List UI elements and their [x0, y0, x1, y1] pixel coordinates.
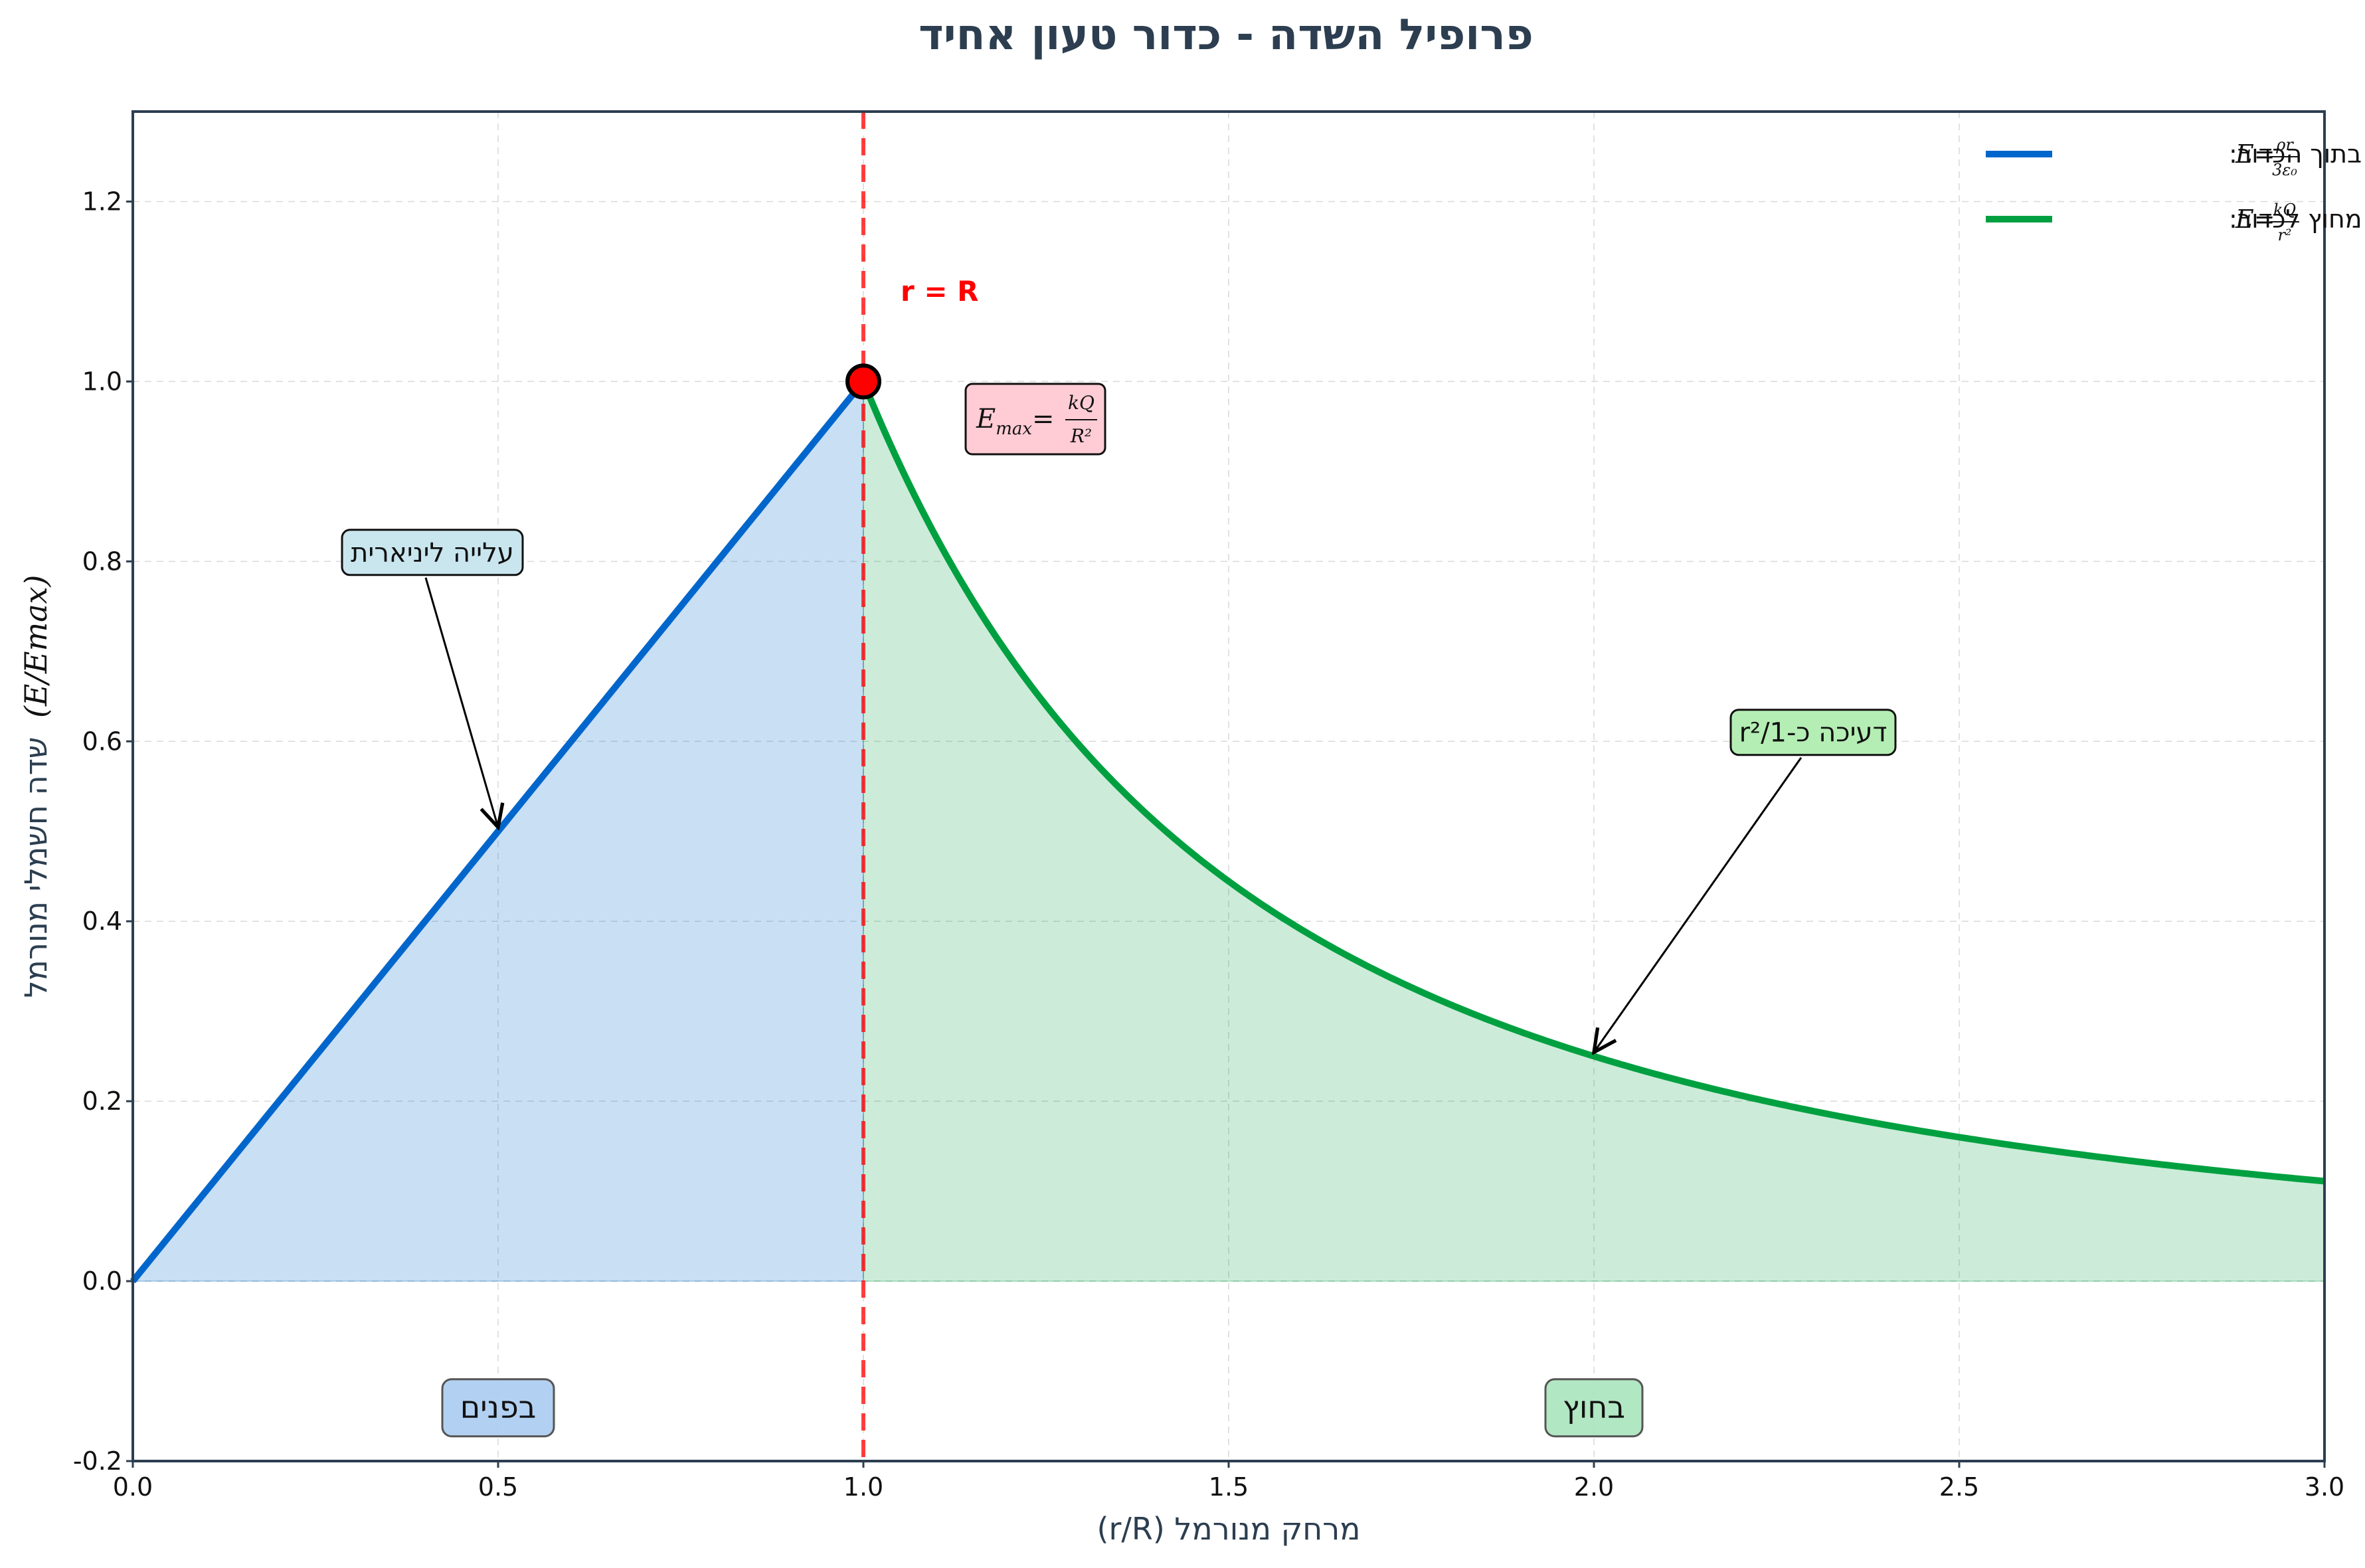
math-part: =	[1032, 404, 1055, 434]
annotation-box	[1729, 709, 1897, 756]
math-part: max	[996, 419, 1032, 439]
y-tick-label: -0.2	[73, 1446, 122, 1476]
chart-title: פרופיל השדה - כדור טעון אחיד	[919, 11, 1533, 60]
series-line-inside	[130, 379, 866, 1284]
legend-frac-num: ρr	[2275, 135, 2294, 154]
legend-frac-den: 3ε₀	[2272, 161, 2297, 179]
math-part: E	[976, 404, 996, 434]
x-tick-label: 2.5	[1939, 1472, 1979, 1502]
annotations: Emax= kQ R² עלייה ליניארית דעיכה כ-1/r² בפנים…	[341, 383, 1897, 1438]
x-tick-label: 2.0	[1574, 1472, 1614, 1502]
x-axis-ticks: 0.0 0.5 1.0 1.5 2.0 2.5 3.0	[113, 1461, 2344, 1502]
y-tick-label: 0.8	[82, 547, 122, 576]
y-axis-ticks: -0.2 0.0 0.2 0.4 0.6 0.8 1.0 1.2	[73, 187, 133, 1476]
y-tick-label: 0.2	[82, 1087, 122, 1116]
region-box	[1544, 1378, 1644, 1438]
annotation-arrow	[424, 577, 498, 828]
y-axis-label-group: שדה חשמלי מנורמל (E/Emax)	[18, 574, 54, 998]
series-line-outside	[860, 380, 2325, 1185]
emax-frac-den: R²	[1070, 425, 1092, 447]
annotation-text: דעיכה כ-1/r²	[1739, 718, 1887, 748]
legend-frac-den: r²	[2277, 226, 2291, 244]
math-part: E	[2235, 205, 2254, 234]
series-lines	[130, 379, 2325, 1284]
y-axis-label-text: שדה חשמלי מנורמל	[18, 737, 54, 998]
math-part: =	[2254, 205, 2275, 234]
legend-entry-outside: מחוץ לכדור:E=kQ r²	[1986, 201, 2362, 244]
y-tick-label: 0.4	[82, 907, 122, 936]
y-axis-label: שדה חשמלי מנורמל (E/Emax)	[18, 574, 54, 998]
y-tick-label: 0.6	[82, 727, 122, 756]
x-tick-label: 0.5	[478, 1472, 518, 1502]
region-text: בחוץ	[1563, 1389, 1625, 1425]
emax-label: Emax=	[976, 404, 1055, 439]
annotation-linear-rise: עלייה ליניארית	[341, 529, 524, 828]
x-axis-label: מרחק מנורמל (r/R)	[1097, 1511, 1361, 1547]
region-label-outside: בחוץ	[1544, 1378, 1644, 1438]
legend-label: מחוץ לכדור:	[2229, 205, 2362, 234]
legend-frac-num: kQ	[2273, 201, 2296, 219]
x-tick-label: 1.5	[1209, 1472, 1249, 1502]
x-tick-label: 3.0	[2305, 1472, 2344, 1502]
boundary-label: r = R	[901, 275, 979, 307]
legend-formula: E=	[2235, 139, 2275, 169]
legend-formula: E=	[2235, 205, 2275, 234]
annotation-box	[341, 529, 524, 576]
math-part: =	[2254, 139, 2275, 169]
y-tick-label: 1.0	[82, 367, 122, 396]
max-point-marker	[845, 363, 881, 400]
legend-label: בתוך הכדור:	[2229, 139, 2362, 169]
y-tick-label: 0.0	[82, 1266, 122, 1296]
emax-box	[964, 383, 1106, 456]
annotation-arrow	[1594, 756, 1802, 1053]
region-box	[441, 1378, 555, 1438]
emax-frac-num: kQ	[1068, 392, 1095, 414]
region-label-inside: בפנים	[441, 1378, 555, 1438]
x-tick-label: 0.0	[113, 1472, 153, 1502]
annotation-inverse-square-decay: דעיכה כ-1/r²	[1594, 709, 1897, 1053]
y-tick-label: 1.2	[82, 187, 122, 216]
emax-annotation: Emax= kQ R²	[964, 383, 1106, 456]
region-text: בפנים	[460, 1389, 537, 1425]
annotation-text: עלייה ליניארית	[351, 538, 514, 568]
math-part: E	[2235, 139, 2254, 169]
y-axis-label-math: (E/Emax)	[18, 574, 54, 718]
boundary-line: r = R	[845, 112, 979, 1461]
legend-entry-inside: בתוך הכדור:E= ρr 3ε₀	[1986, 135, 2362, 179]
x-tick-label: 1.0	[843, 1472, 883, 1502]
